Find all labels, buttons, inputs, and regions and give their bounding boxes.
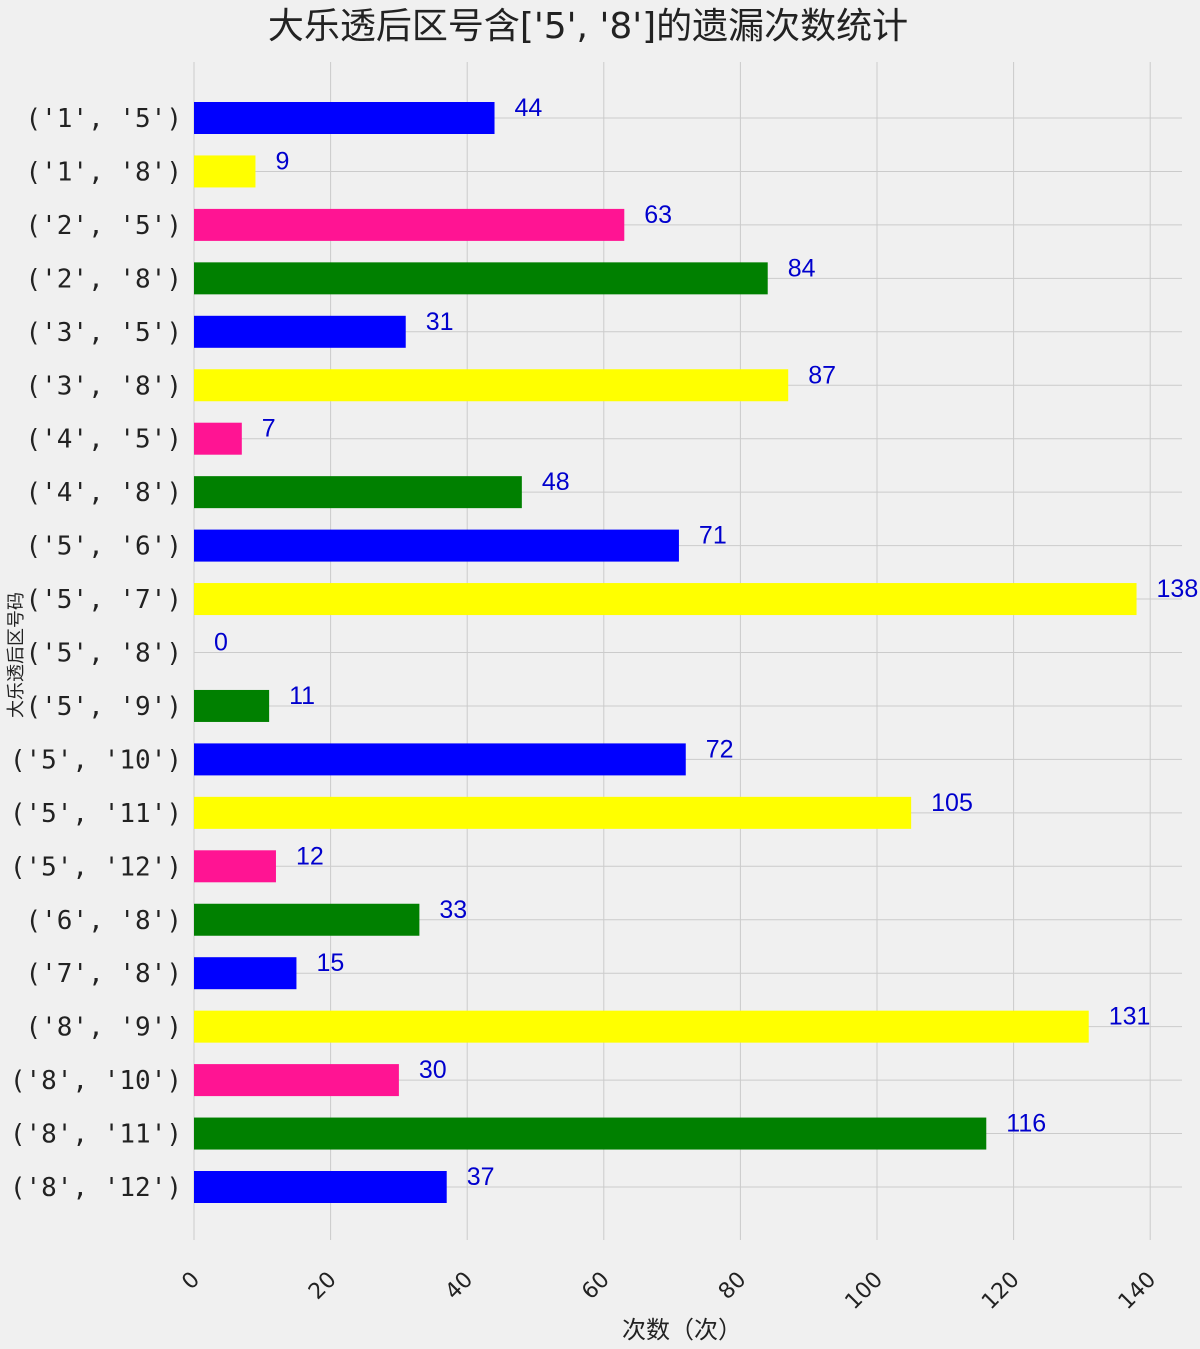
bar bbox=[194, 315, 406, 348]
bar bbox=[194, 369, 789, 402]
y-tick-labels: ('1', '5') ('1', '8') ('2', '5') ('2', '8')… bbox=[10, 104, 182, 1203]
y-tick-label: ('2', '5') bbox=[25, 211, 182, 241]
x-tick-label: 0 bbox=[177, 1267, 205, 1295]
data-label: 63 bbox=[644, 201, 672, 229]
bar bbox=[194, 796, 912, 829]
x-tick-label: 40 bbox=[441, 1267, 478, 1304]
y-tick-label: ('1', '5') bbox=[25, 104, 182, 134]
x-axis-label: 次数（次） bbox=[622, 1316, 742, 1344]
y-tick-label: ('3', '5') bbox=[25, 318, 182, 348]
y-tick-label: ('8', '10') bbox=[10, 1066, 182, 1096]
y-tick-label: ('5', '10') bbox=[10, 745, 182, 775]
bar bbox=[194, 476, 522, 509]
data-label: 84 bbox=[788, 254, 816, 282]
x-tick-label: 140 bbox=[1114, 1267, 1161, 1314]
bar bbox=[194, 262, 768, 295]
data-label: 87 bbox=[808, 361, 836, 389]
y-tick-label: ('2', '8') bbox=[25, 264, 182, 294]
y-tick-label: ('5', '11') bbox=[10, 799, 182, 829]
data-label: 131 bbox=[1109, 1003, 1151, 1031]
bar bbox=[194, 1010, 1089, 1043]
bar bbox=[194, 689, 270, 722]
bar bbox=[194, 1117, 987, 1150]
x-tick-label: 120 bbox=[977, 1267, 1024, 1314]
chart-title: 大乐透后区号含['5', '8']的遗漏次数统计 bbox=[268, 6, 908, 47]
bar bbox=[194, 1171, 447, 1203]
bar bbox=[194, 1064, 399, 1097]
bar bbox=[194, 903, 420, 936]
data-label: 7 bbox=[262, 415, 276, 443]
data-label: 12 bbox=[296, 842, 324, 870]
x-tick-label: 60 bbox=[577, 1267, 614, 1304]
x-tick-labels: 0 20 40 60 80 100 120 140 bbox=[177, 1267, 1161, 1314]
bar bbox=[194, 583, 1137, 616]
bar bbox=[194, 529, 679, 562]
data-label: 37 bbox=[467, 1163, 495, 1191]
y-tick-label: ('8', '11') bbox=[10, 1120, 182, 1150]
bar bbox=[194, 850, 276, 883]
data-label: 9 bbox=[275, 147, 289, 175]
x-tick-label: 80 bbox=[714, 1267, 751, 1304]
data-label: 44 bbox=[515, 94, 543, 122]
y-tick-label: ('4', '8') bbox=[25, 478, 182, 508]
bar bbox=[194, 102, 495, 134]
data-label: 48 bbox=[542, 468, 570, 496]
y-tick-label: ('8', '9') bbox=[25, 1013, 182, 1043]
bar bbox=[194, 208, 625, 241]
data-label: 33 bbox=[439, 896, 467, 924]
y-tick-label: ('5', '6') bbox=[25, 532, 182, 562]
y-tick-label: ('3', '8') bbox=[25, 371, 182, 401]
y-tick-label: ('1', '8') bbox=[25, 157, 182, 187]
y-tick-label: ('5', '12') bbox=[10, 852, 182, 882]
y-tick-label: ('5', '7') bbox=[25, 585, 182, 615]
x-gridlines bbox=[193, 62, 1151, 1240]
y-tick-label: ('6', '8') bbox=[25, 906, 182, 936]
data-label: 116 bbox=[1006, 1110, 1046, 1138]
data-labels: 44 9 63 84 31 87 7 48 71 138 0 11 72 105 12 33 15 131 30 11… bbox=[214, 94, 1198, 1191]
data-label: 15 bbox=[316, 949, 344, 977]
y-axis-label: 大乐透后区号码 bbox=[6, 592, 27, 718]
y-tick-label: ('5', '8') bbox=[25, 639, 182, 669]
bar bbox=[194, 155, 256, 188]
bar bbox=[194, 743, 686, 776]
y-tick-label: ('8', '12') bbox=[10, 1173, 182, 1203]
data-label: 138 bbox=[1157, 575, 1199, 603]
data-label: 31 bbox=[426, 308, 454, 336]
x-tick-label: 100 bbox=[841, 1267, 888, 1314]
y-tick-label: ('4', '5') bbox=[25, 425, 182, 455]
x-tick-label: 20 bbox=[304, 1267, 341, 1304]
data-label: 105 bbox=[931, 789, 973, 817]
bar bbox=[194, 422, 242, 455]
data-label: 30 bbox=[419, 1056, 447, 1084]
data-label: 11 bbox=[289, 682, 315, 710]
data-label: 0 bbox=[214, 629, 228, 657]
data-label: 71 bbox=[699, 522, 727, 550]
data-label: 72 bbox=[706, 735, 734, 763]
y-tick-label: ('7', '8') bbox=[25, 959, 182, 989]
bar bbox=[194, 957, 297, 990]
y-tick-label: ('5', '9') bbox=[25, 692, 182, 722]
bars bbox=[194, 102, 1137, 1203]
